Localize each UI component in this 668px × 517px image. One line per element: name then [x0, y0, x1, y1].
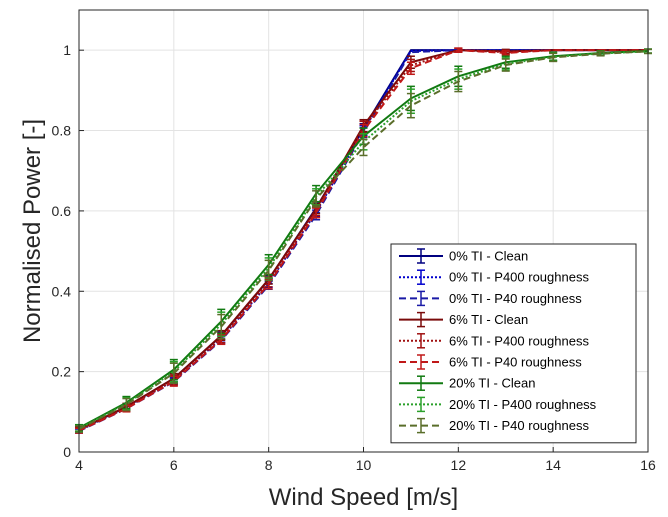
- x-tick-label: 10: [356, 457, 372, 473]
- x-tick-label: 8: [265, 457, 273, 473]
- legend-label: 0% TI - Clean: [449, 249, 528, 264]
- legend: 0% TI - Clean 0% TI - P400 roughness 0% TI…: [390, 243, 637, 444]
- x-tick-label: 4: [75, 457, 83, 473]
- legend-label: 20% TI - Clean: [449, 376, 535, 391]
- x-tick-label: 14: [545, 457, 561, 473]
- legend-label: 6% TI - Clean: [449, 312, 528, 327]
- y-tick-label: 0.8: [52, 123, 72, 139]
- x-tick-label: 6: [170, 457, 178, 473]
- legend-entry: 6% TI - P400 roughness: [399, 333, 589, 349]
- x-tick-label: 12: [451, 457, 467, 473]
- legend-entry: 0% TI - P40 roughness: [399, 290, 582, 307]
- y-axis-label: Normalised Power [-]: [19, 119, 46, 343]
- data-series: [75, 47, 652, 434]
- legend-label: 20% TI - P40 roughness: [449, 418, 589, 433]
- legend-label: 0% TI - P40 roughness: [449, 291, 582, 306]
- legend-entry: 6% TI - P40 roughness: [399, 354, 582, 370]
- legend-entry: 20% TI - Clean: [399, 375, 535, 391]
- y-tick-label: 1: [63, 42, 71, 58]
- legend-entry: 0% TI - P400 roughness: [399, 269, 589, 285]
- y-tick-label: 0.2: [52, 364, 72, 380]
- legend-entry: 6% TI - Clean: [399, 311, 528, 328]
- y-tick-label: 0: [63, 444, 71, 460]
- legend-label: 6% TI - P40 roughness: [449, 355, 582, 370]
- y-tick-label: 0.6: [52, 203, 72, 219]
- series-9: [75, 48, 652, 434]
- x-ticks: 4 6 8 10 12 14 16: [75, 447, 656, 473]
- x-axis-label: Wind Speed [m/s]: [269, 484, 458, 511]
- legend-label: 0% TI - P400 roughness: [449, 270, 589, 285]
- y-tick-label: 0.4: [52, 283, 72, 299]
- legend-entry: 20% TI - P40 roughness: [399, 417, 589, 434]
- legend-entry: 20% TI - P400 roughness: [399, 396, 597, 413]
- x-tick-label: 16: [640, 457, 656, 473]
- legend-entry: 0% TI - Clean: [399, 248, 528, 264]
- y-ticks: 0 0.2 0.4 0.6 0.8 1: [52, 42, 84, 460]
- legend-label: 20% TI - P400 roughness: [449, 397, 597, 412]
- legend-label: 6% TI - P400 roughness: [449, 333, 589, 348]
